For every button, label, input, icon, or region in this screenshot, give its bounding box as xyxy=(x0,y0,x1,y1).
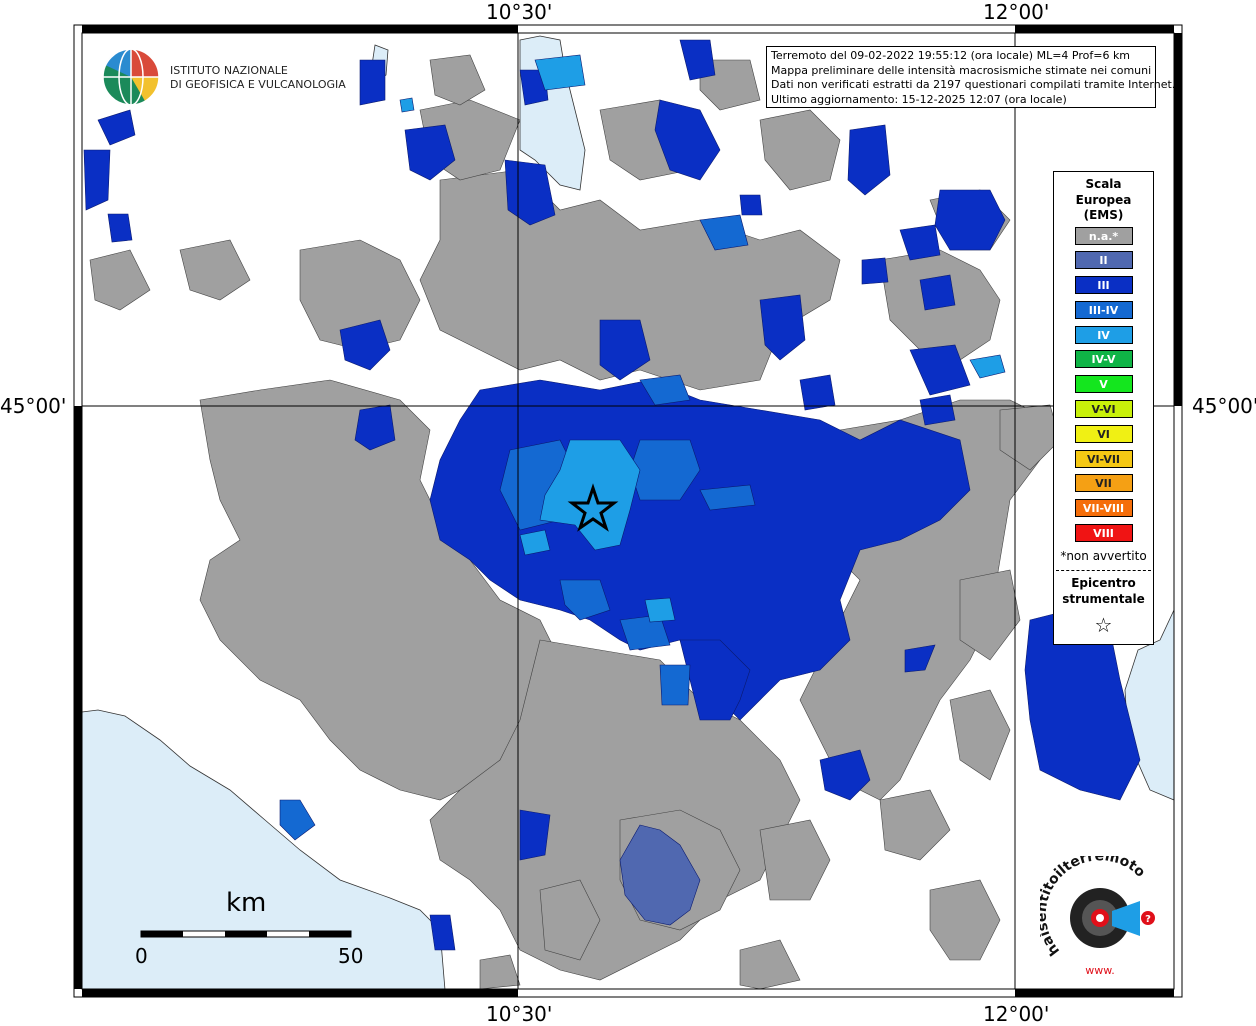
legend-epicenter-line2: strumentale xyxy=(1062,591,1145,606)
legend-item: III-IV xyxy=(1074,300,1133,319)
right-lat-label: 45°00' xyxy=(1192,394,1256,418)
legend-item: III xyxy=(1074,276,1133,295)
event-info-box: Terremoto del 09-02-2022 19:55:12 (ora l… xyxy=(766,46,1176,108)
legend-item: V-VI xyxy=(1074,400,1133,419)
legend-epicenter-line1: Epicentro xyxy=(1071,575,1136,590)
legend-items: n.a.* II III III-IV IV IV-V V V-VI VI VI-VII VII VI… xyxy=(1054,226,1153,543)
hsi-logo: haisentitoilterremoto.it www. ? xyxy=(1040,856,1155,977)
bottom-right-lon-label: 12°00' xyxy=(983,1002,1050,1026)
legend-item: VIII xyxy=(1074,524,1133,543)
ii-municipality xyxy=(619,824,701,926)
info-line1: Terremoto del 09-02-2022 19:55:12 (ora l… xyxy=(771,49,1131,62)
legend-item: V xyxy=(1074,375,1133,394)
legend-item: II xyxy=(1074,251,1133,270)
frame-outline xyxy=(73,24,1183,998)
bottom-left-lon-label: 10°30' xyxy=(486,1002,553,1026)
sea-tyrrhenian xyxy=(81,709,446,991)
legend-epicenter-label: Epicentro strumentale xyxy=(1054,575,1153,607)
legend-item: VII xyxy=(1074,474,1133,493)
legend-item: IV-V xyxy=(1074,350,1133,369)
left-lat-label: 45°00' xyxy=(0,394,67,418)
scale-min-label: 0 xyxy=(135,944,148,968)
legend-note: *non avvertito xyxy=(1060,548,1147,563)
legend-separator xyxy=(1056,569,1151,571)
frame-bars xyxy=(74,25,1182,997)
legend-item: VII-VIII xyxy=(1074,499,1133,518)
top-left-lon-label: 10°30' xyxy=(486,0,553,24)
ingv-line1: ISTITUTO NAZIONALE xyxy=(170,64,288,77)
info-line3: Dati non verificati estratti da 2197 que… xyxy=(771,78,1176,91)
scale-max-label: 50 xyxy=(338,944,364,968)
ingv-logo-text: ISTITUTO NAZIONALE DI GEOFISICA E VULCAN… xyxy=(170,64,346,92)
legend-title-line2: Europea xyxy=(1075,192,1132,207)
svg-text:?: ? xyxy=(1145,914,1151,925)
legend-title-line3: (EMS) xyxy=(1083,208,1124,222)
legend-item: IV xyxy=(1074,325,1133,344)
ingv-line2: DI GEOFISICA E VULCANOLOGIA xyxy=(170,78,346,91)
legend-title-line1: Scala xyxy=(1085,177,1122,191)
legend-title: Scala Europea (EMS) xyxy=(1054,177,1153,224)
ems-legend: Scala Europea (EMS) n.a.* II III III-IV IV IV… xyxy=(1053,171,1154,645)
scale-bar xyxy=(140,930,352,938)
scale-unit-label: km xyxy=(226,888,267,918)
ingv-logo xyxy=(102,48,160,106)
top-right-lon-label: 12°00' xyxy=(983,0,1050,24)
hsi-www-text: www. xyxy=(1085,964,1114,977)
legend-item: VI-VII xyxy=(1074,449,1133,468)
info-line2: Mappa preliminare delle intensità macros… xyxy=(771,63,1152,77)
epicenter-star xyxy=(567,483,619,532)
legend-item: VI xyxy=(1074,424,1133,443)
star-icon: ☆ xyxy=(1094,612,1113,637)
legend-item: n.a.* xyxy=(1074,226,1133,245)
graticule xyxy=(82,33,1174,989)
info-line4: Ultimo aggiornamento: 15-12-2025 12:07 (… xyxy=(771,92,1067,106)
